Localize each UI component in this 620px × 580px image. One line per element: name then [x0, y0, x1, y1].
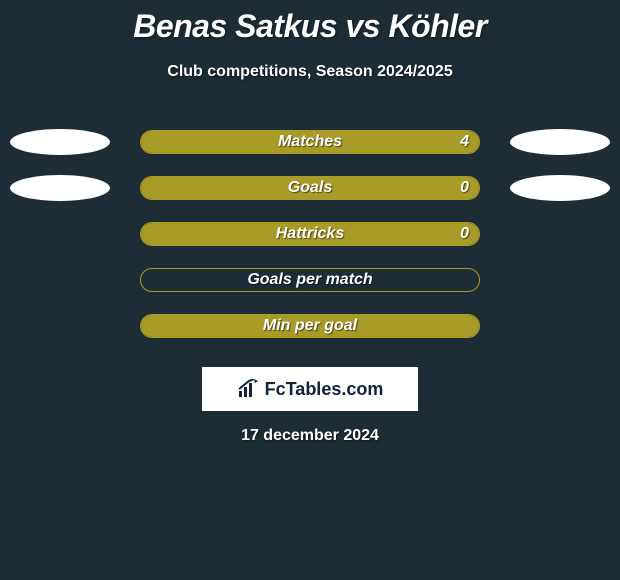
brand-box: FcTables.com — [202, 367, 418, 411]
stat-bar: Goals per match — [140, 268, 480, 292]
bar-label: Matches — [278, 133, 342, 151]
bar-value: 0 — [460, 225, 469, 243]
bar-label: Goals per match — [247, 271, 372, 289]
chart-icon — [237, 379, 261, 399]
bar-label: Goals — [288, 179, 332, 197]
brand-text: FcTables.com — [265, 379, 384, 400]
date-text: 17 december 2024 — [0, 427, 620, 445]
stat-row: Matches 4 — [0, 119, 620, 165]
stat-row: Min per goal — [0, 303, 620, 349]
stat-row: Hattricks 0 — [0, 211, 620, 257]
bar-label: Min per goal — [263, 317, 357, 335]
bar-value: 0 — [460, 179, 469, 197]
stat-rows: Matches 4 Goals 0 Hattricks 0 Goals per match M… — [0, 119, 620, 349]
left-ellipse — [10, 129, 110, 155]
stat-bar: Min per goal — [140, 314, 480, 338]
stat-row: Goals 0 — [0, 165, 620, 211]
stat-row: Goals per match — [0, 257, 620, 303]
bar-value: 4 — [460, 133, 469, 151]
stat-bar: Hattricks 0 — [140, 222, 480, 246]
stat-bar: Goals 0 — [140, 176, 480, 200]
bar-label: Hattricks — [276, 225, 344, 243]
right-ellipse — [510, 129, 610, 155]
left-ellipse — [10, 175, 110, 201]
subtitle: Club competitions, Season 2024/2025 — [0, 63, 620, 81]
stat-bar: Matches 4 — [140, 130, 480, 154]
right-ellipse — [510, 175, 610, 201]
page-title: Benas Satkus vs Köhler — [0, 0, 620, 45]
